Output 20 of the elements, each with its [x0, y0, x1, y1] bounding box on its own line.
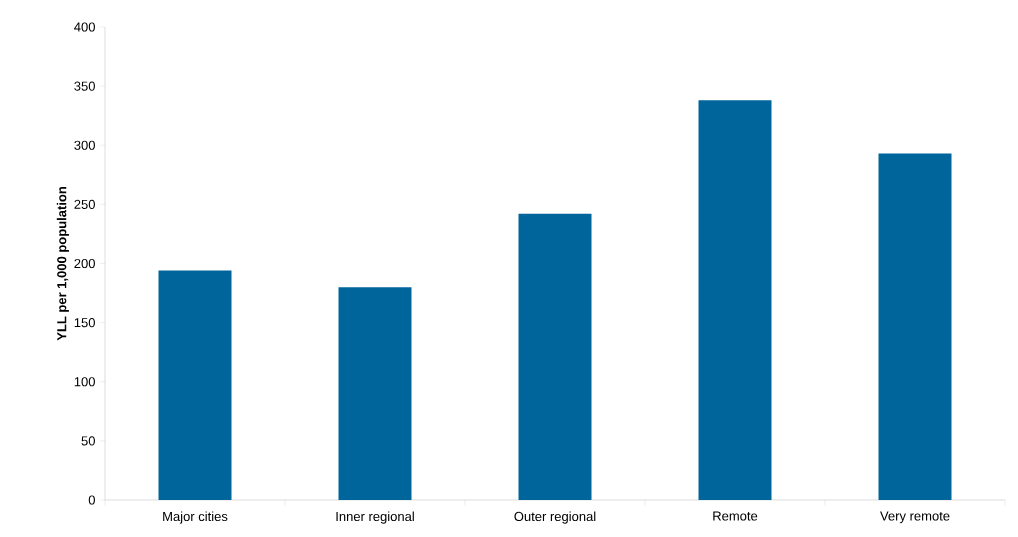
y-tick-label: 300: [74, 140, 95, 150]
y-tick-label: 350: [74, 81, 95, 91]
y-tick-label: 400: [74, 22, 95, 32]
bar: [158, 270, 232, 500]
x-tick-label: Major cities: [163, 511, 228, 524]
x-tick-label: Inner regional: [336, 511, 414, 524]
bar: [338, 287, 412, 500]
x-tick-label: Remote: [713, 511, 758, 521]
y-tick-label: 50: [81, 436, 95, 446]
y-tick-label: 200: [74, 258, 95, 269]
bar: [518, 213, 592, 500]
y-tick-label: 250: [74, 199, 95, 209]
bar: [878, 153, 952, 500]
y-axis-title: YLL per 1,000 population: [56, 187, 69, 341]
y-tick-label: 150: [74, 318, 95, 328]
y-tick-label: 0: [88, 495, 95, 505]
x-tick-label: Very remote: [880, 511, 950, 524]
x-tick-label: Outer regional: [514, 511, 596, 524]
y-tick-label: 100: [74, 377, 95, 387]
bar: [698, 100, 772, 500]
